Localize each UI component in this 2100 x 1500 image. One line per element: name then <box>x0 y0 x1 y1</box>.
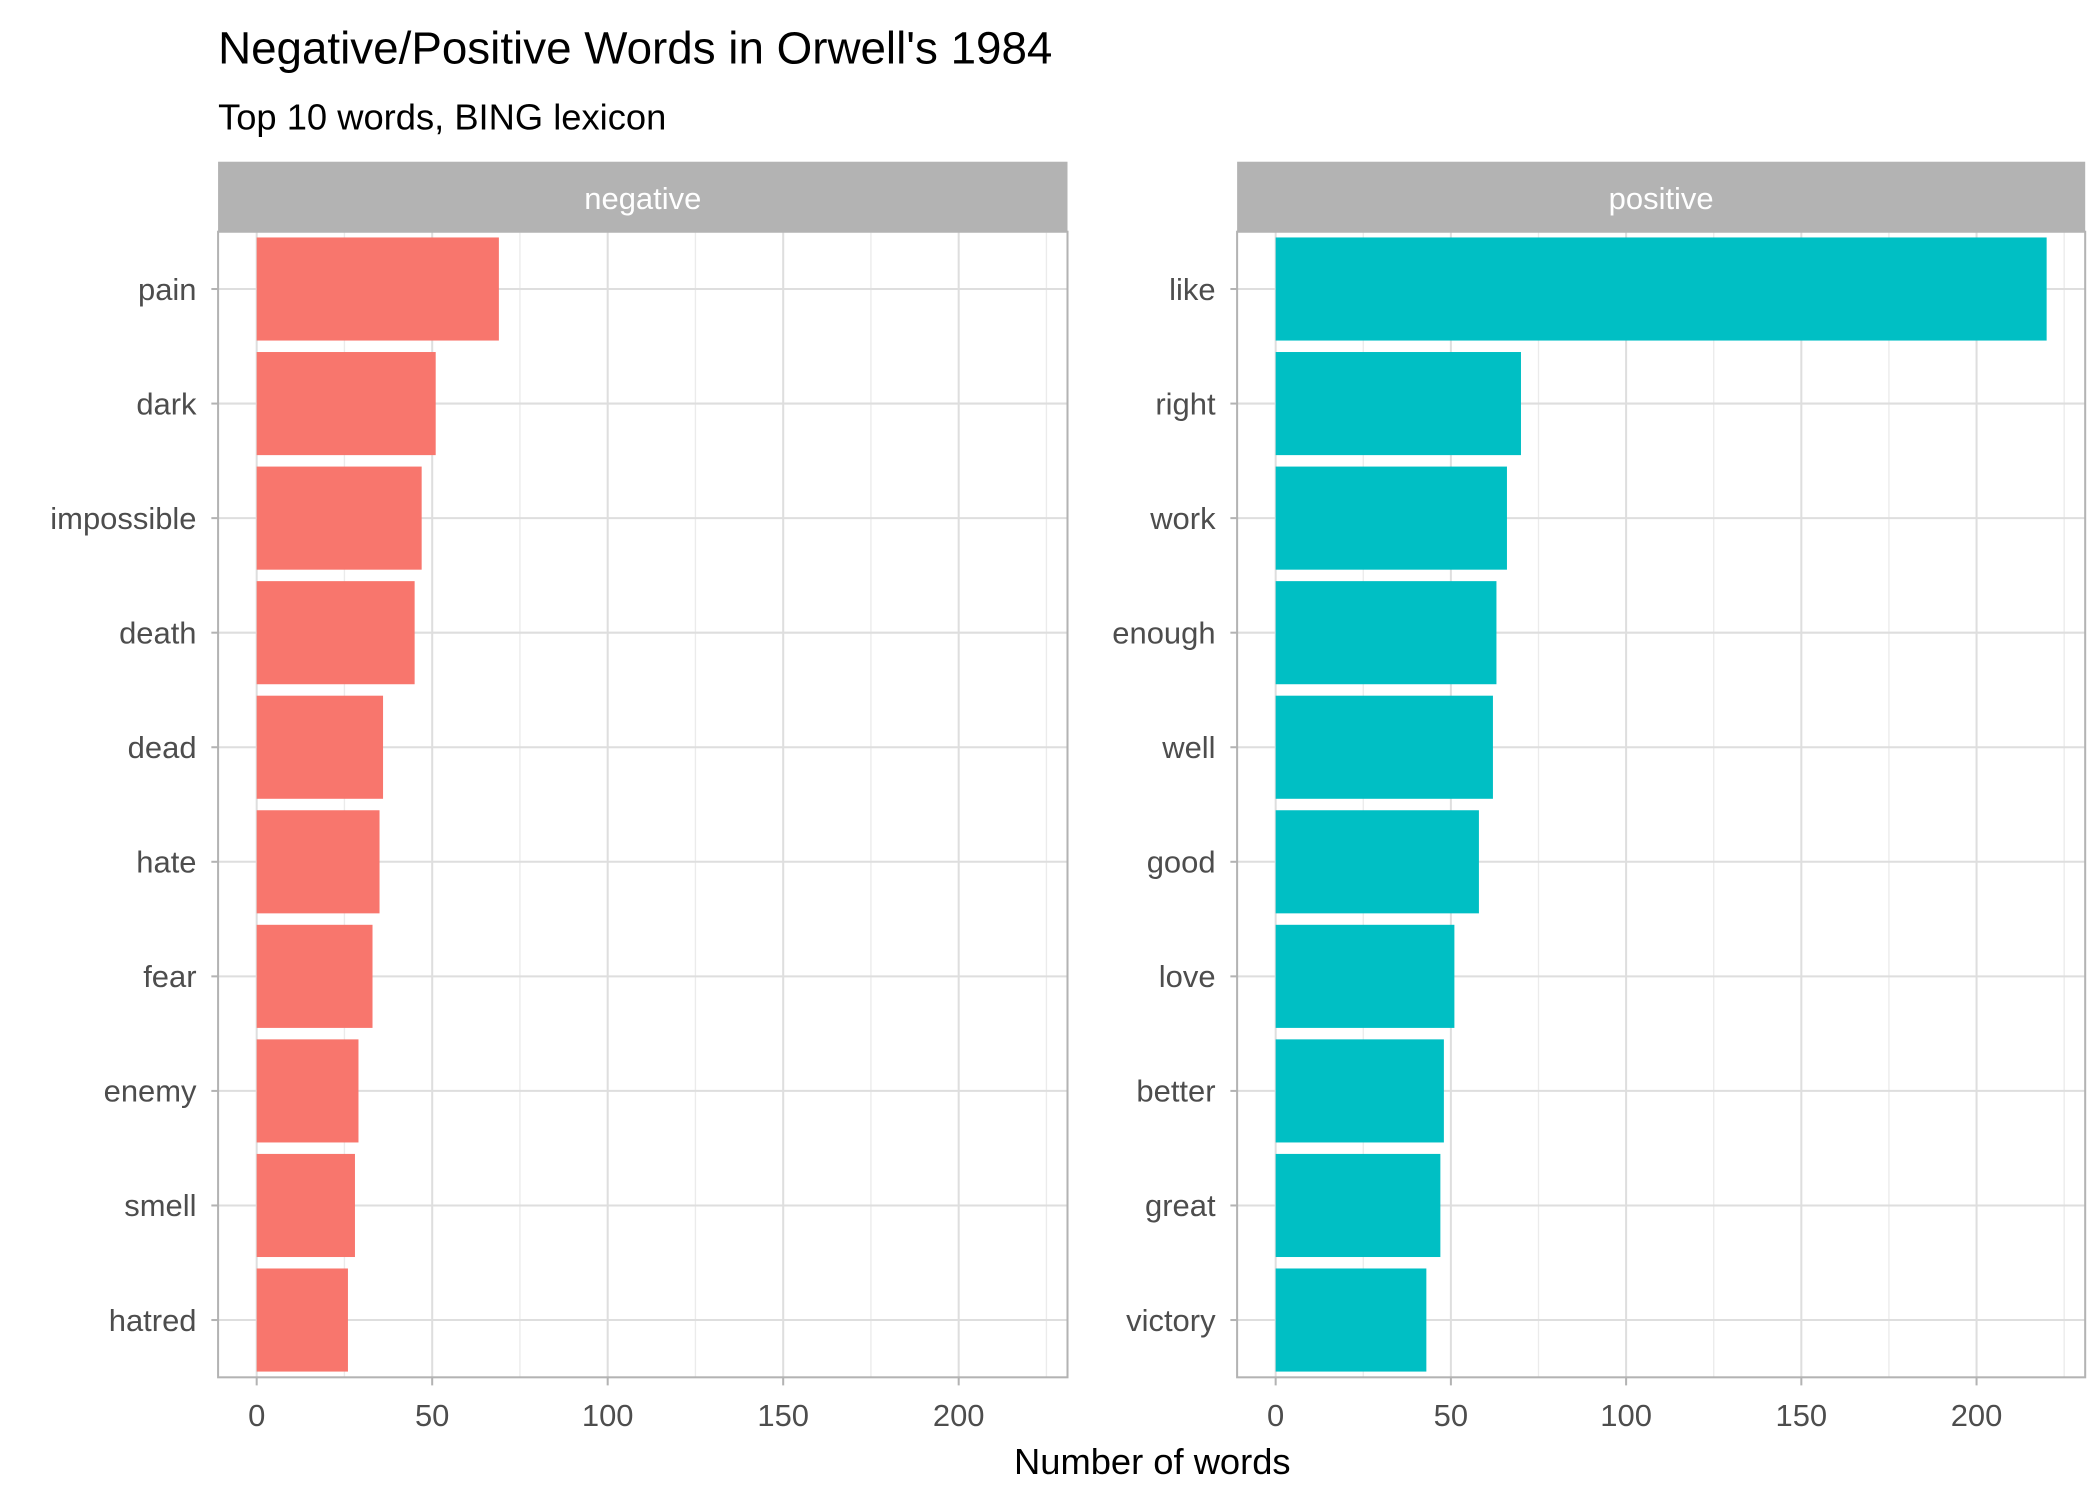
x-tick-label: 150 <box>1776 1398 1828 1433</box>
facet-strip <box>1237 161 2086 232</box>
y-tick-label: dead <box>128 730 197 765</box>
y-tick-label: smell <box>124 1188 196 1223</box>
bar-victory <box>1275 1268 1427 1372</box>
y-tick-label: right <box>1155 386 1216 421</box>
y-tick-label: dark <box>136 386 197 421</box>
y-tick-label: enough <box>1112 615 1215 650</box>
bar-hate <box>256 810 380 914</box>
y-tick-label: work <box>1149 501 1216 536</box>
x-tick-label: 100 <box>582 1398 634 1433</box>
bar-dead <box>256 695 384 799</box>
bar-good <box>1275 810 1479 914</box>
panel-negative: negative pain dark impossible death dead hate f… <box>50 161 1069 1433</box>
panel-border <box>217 230 1069 1379</box>
bar-enemy <box>256 1039 359 1143</box>
y-tick-label: well <box>1161 730 1215 765</box>
bar-well <box>1275 695 1493 799</box>
bar-work <box>1275 466 1507 570</box>
x-tick-label: 100 <box>1600 1398 1652 1433</box>
y-tick-label: hate <box>136 845 196 880</box>
bar-death <box>256 581 415 685</box>
bar-hatred <box>256 1268 348 1372</box>
x-axis-label: Number of words <box>1014 1441 1291 1482</box>
y-tick-label: impossible <box>50 501 196 536</box>
y-tick-label: like <box>1169 272 1215 307</box>
x-tick-label: 200 <box>1951 1398 2003 1433</box>
chart-subtitle: Top 10 words, BING lexicon <box>218 96 666 137</box>
y-tick-label: love <box>1159 959 1216 994</box>
chart-title: Negative/Positive Words in Orwell's 1984 <box>218 22 1052 73</box>
bar-like <box>1275 237 2047 341</box>
y-tick-label: victory <box>1126 1303 1216 1338</box>
y-tick-label: good <box>1147 845 1216 880</box>
x-tick-label: 50 <box>1434 1398 1468 1433</box>
facet-strip <box>218 161 1068 232</box>
x-tick-label: 150 <box>757 1398 809 1433</box>
bar-great <box>1275 1153 1441 1258</box>
y-tick-label: hatred <box>109 1303 197 1338</box>
bar-right <box>1275 352 1521 456</box>
x-tick-label: 200 <box>933 1398 985 1433</box>
y-tick-label: great <box>1145 1188 1216 1223</box>
bar-better <box>1275 1039 1444 1143</box>
panel-border <box>1236 230 2087 1379</box>
y-tick-label: death <box>119 615 196 650</box>
bar-pain <box>256 237 499 341</box>
y-tick-label: fear <box>143 959 196 994</box>
bar-dark <box>256 352 436 456</box>
y-tick-label: pain <box>138 272 197 307</box>
x-tick-label: 0 <box>1267 1398 1284 1433</box>
facet-strip-label: negative <box>584 181 701 216</box>
panel-positive: positive like right work enough well good love b… <box>1112 161 2087 1433</box>
facet-strip-label: positive <box>1609 181 1714 216</box>
bar-impossible <box>256 466 422 570</box>
x-tick-label: 50 <box>415 1398 449 1433</box>
bar-fear <box>256 924 373 1028</box>
y-tick-label: enemy <box>104 1074 197 1109</box>
bar-love <box>1275 924 1455 1028</box>
bar-smell <box>256 1153 355 1258</box>
bar-enough <box>1275 581 1497 685</box>
y-tick-label: better <box>1136 1074 1215 1109</box>
x-tick-label: 0 <box>248 1398 265 1433</box>
